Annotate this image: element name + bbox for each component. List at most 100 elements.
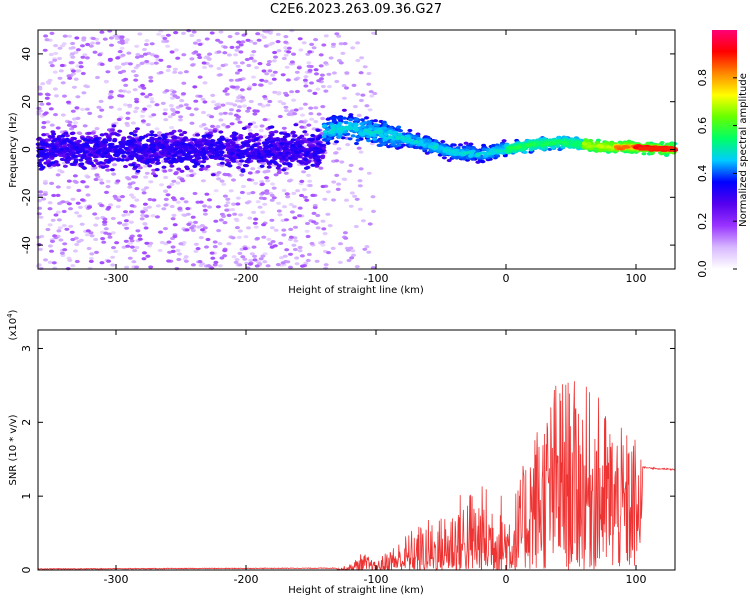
- spectrogram-point: [323, 61, 329, 65]
- spectrogram-point: [233, 132, 239, 136]
- spectrogram-point: [368, 130, 373, 135]
- spectrogram-point: [282, 205, 287, 209]
- spectrogram-point: [508, 146, 514, 150]
- spectrogram-point: [370, 195, 376, 199]
- spectrogram-point: [356, 113, 362, 117]
- spectrogram-point: [315, 155, 321, 159]
- spectrogram-point: [323, 34, 329, 38]
- spectrogram-point: [271, 196, 277, 200]
- spectrogram-point: [46, 138, 52, 142]
- spectrogram-point: [193, 242, 199, 246]
- spectrogram-point: [468, 154, 473, 158]
- spectrogram-point: [315, 128, 321, 132]
- spectrogram-point: [137, 237, 143, 241]
- spectrogram-point: [200, 97, 206, 101]
- spectrogram-point: [41, 125, 47, 129]
- spectrogram-point: [241, 141, 247, 145]
- spectrogram-point: [49, 123, 55, 127]
- spectrogram-point: [204, 245, 209, 249]
- spectrogram-point: [206, 264, 212, 268]
- spectrogram-point: [283, 171, 289, 175]
- spectrogram-point: [42, 181, 48, 185]
- spectrogram-point: [39, 158, 44, 162]
- spectrogram-point: [366, 71, 372, 76]
- spectrogram-point: [283, 147, 288, 151]
- spectrogram-point: [247, 154, 252, 158]
- spectrogram-point: [51, 163, 57, 167]
- spectrogram-point: [167, 145, 173, 149]
- spectrogram-point: [139, 114, 145, 118]
- spectrogram-point: [133, 154, 139, 158]
- spectrogram-point: [103, 231, 109, 235]
- colorbar-tick-label: 0.6: [696, 117, 709, 135]
- spectrogram-point: [330, 124, 336, 128]
- spectrogram-point: [277, 100, 283, 104]
- spectrogram-point: [97, 53, 103, 57]
- spectrogram-point: [218, 30, 224, 34]
- spectrogram-point: [130, 121, 136, 125]
- spectrogram-point: [80, 198, 85, 202]
- spectrogram-point: [93, 223, 99, 227]
- spectrogram-point: [268, 143, 274, 147]
- spectrogram-point: [88, 44, 94, 48]
- spectrogram-point: [298, 182, 304, 186]
- spectrogram-point: [233, 53, 239, 57]
- spectrogram-point: [179, 197, 185, 201]
- spectrogram-point: [234, 226, 240, 230]
- spectrogram-point: [183, 103, 189, 107]
- spectrogram-point: [267, 242, 273, 246]
- spectrogram-point: [181, 81, 187, 85]
- spectrogram-point: [60, 134, 66, 138]
- spectrogram-point: [38, 190, 44, 194]
- spectrogram-point: [130, 163, 136, 167]
- spectrogram-point: [252, 83, 257, 87]
- spectrogram-point: [321, 135, 327, 139]
- spectrogram-point: [94, 127, 100, 131]
- spectrogram-point: [38, 193, 44, 197]
- spectrogram-point: [255, 200, 261, 204]
- spectrogram-point: [140, 92, 146, 96]
- spectrogram-point: [313, 120, 319, 124]
- spectrogram-point: [37, 109, 43, 113]
- spectrogram-point: [129, 239, 135, 243]
- spectrogram-point: [200, 179, 206, 183]
- spectrogram-point: [175, 110, 181, 114]
- spectrogram-point: [334, 173, 340, 177]
- spectrogram-point: [144, 95, 150, 99]
- spectrogram-point: [128, 236, 134, 240]
- spectrogram-point: [67, 34, 73, 38]
- spectrogram-point: [64, 227, 70, 231]
- spectrogram-point: [357, 184, 363, 188]
- snr-scale-label: (x104): [6, 309, 19, 340]
- spectrogram-point: [344, 86, 349, 90]
- spectrogram-point: [180, 142, 186, 146]
- spectrogram-point: [135, 229, 141, 233]
- spectrogram-point: [347, 121, 353, 126]
- spectrogram-point: [190, 215, 196, 219]
- spectrogram-point: [60, 81, 66, 85]
- spectrogram-point: [365, 135, 371, 139]
- spectrogram-point: [228, 189, 234, 193]
- spectrogram-point: [381, 120, 387, 124]
- spectrogram-point: [188, 169, 194, 173]
- spectrogram-point: [51, 261, 57, 265]
- spectrogram-point: [125, 111, 131, 115]
- spectrogram-point: [108, 36, 114, 40]
- spectrogram-point: [366, 171, 372, 175]
- spectrogram-point: [312, 91, 318, 95]
- spectrogram-point: [366, 120, 372, 124]
- spectrogram-point: [148, 75, 154, 80]
- spectrogram-point: [288, 235, 294, 239]
- spectrogram-point: [62, 248, 68, 252]
- spectrogram-point: [73, 77, 79, 81]
- spectrogram-point: [173, 48, 179, 52]
- spectrogram-point: [95, 75, 100, 80]
- spectrogram-point: [297, 37, 303, 41]
- spectrogram-point: [451, 150, 457, 154]
- spectrogram-point: [50, 152, 56, 157]
- y-tick-label: 0: [20, 567, 33, 574]
- spectrogram-point: [222, 45, 228, 49]
- spectrogram-point: [166, 240, 172, 244]
- spectrogram-point: [178, 159, 184, 163]
- spectrogram-point: [307, 183, 313, 188]
